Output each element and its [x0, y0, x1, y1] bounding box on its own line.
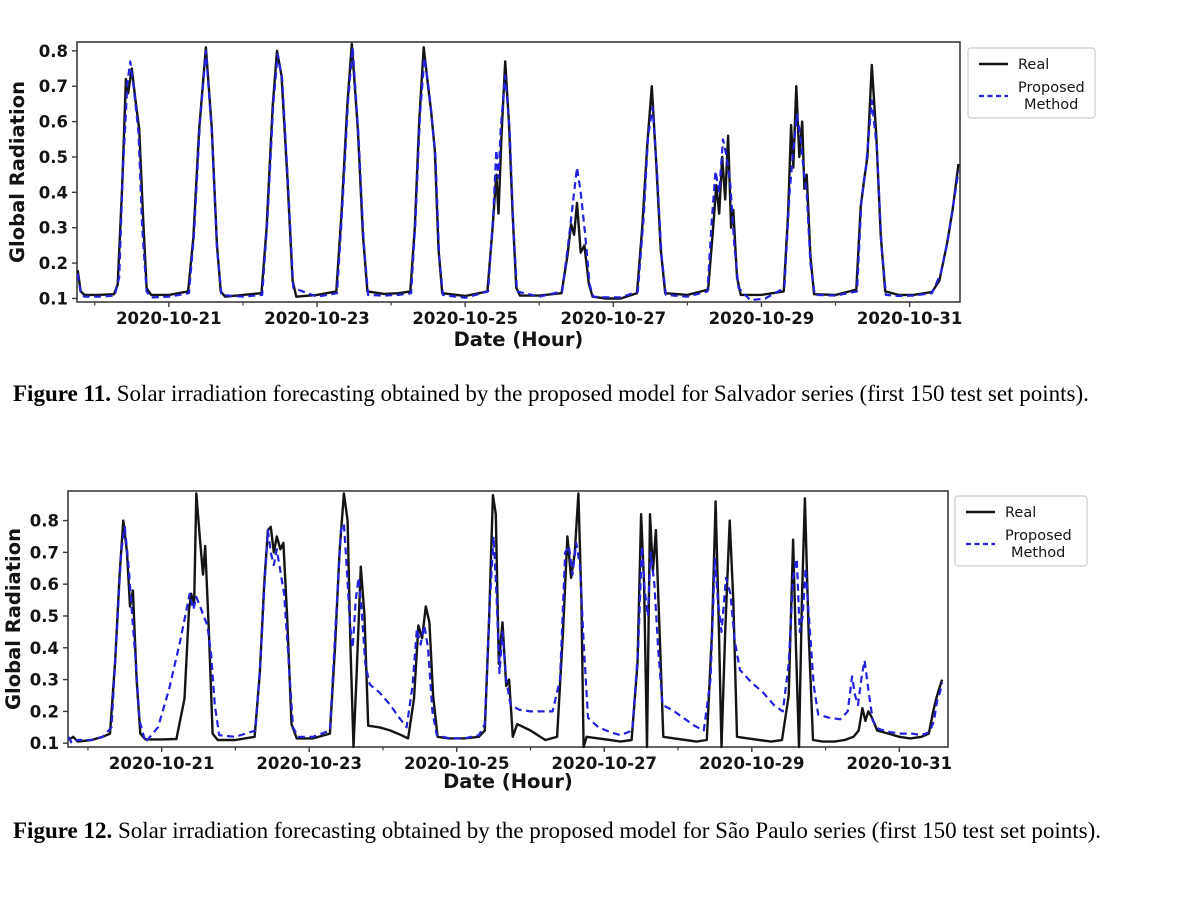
y-tick-label: 0.6: [39, 113, 68, 132]
legend-real-label: Real: [1018, 57, 1049, 73]
series-proposed-method-line: [67, 522, 944, 745]
series-real-line: [76, 42, 960, 300]
y-axis: 0.1 0.2 0.3 0.4 0.5 0.6 0.7 0.8: [39, 42, 77, 308]
x-tick-label: 2020-10-27: [551, 754, 657, 773]
y-tick-label: 0.2: [39, 254, 68, 273]
legend-real-label: Real: [1005, 505, 1036, 521]
figure-12-caption-label: Figure 12.: [13, 818, 113, 843]
plot-frame: [67, 490, 949, 748]
y-tick-label: 0.8: [30, 512, 59, 531]
figure-12-svg: 0.1 0.2 0.3 0.4 0.5 0.6 0.7 0.8 Global Radiation…: [2, 490, 1088, 793]
figure-12-caption-text: Solar irradiation forecasting obtained b…: [117, 818, 1102, 843]
x-tick-label: 2020-10-23: [256, 754, 362, 773]
legend-proposed-label-line1: Proposed: [1018, 80, 1085, 96]
series-real-line: [68, 492, 944, 749]
legend-proposed-label-line2: Method: [1024, 97, 1078, 113]
x-tick-label: 2020-10-31: [857, 309, 963, 328]
x-tick-label: 2020-10-23: [264, 309, 370, 328]
x-tick-label: 2020-10-21: [116, 309, 222, 328]
y-tick-label: 0.3: [39, 219, 68, 238]
y-tick-label: 0.7: [30, 543, 59, 562]
legend-proposed-label-line2: Method: [1011, 545, 1065, 561]
y-tick-label: 0.1: [39, 289, 68, 308]
legend-box: [954, 495, 1088, 567]
plot-frame: [76, 41, 961, 303]
y-axis-label: Global Radiation: [2, 528, 25, 710]
x-tick-label: 2020-10-25: [404, 754, 510, 773]
x-axis-label: Date (Hour): [443, 770, 573, 793]
legend-box: [967, 47, 1096, 119]
y-tick-label: 0.3: [30, 671, 59, 690]
y-tick-label: 0.7: [39, 77, 68, 96]
y-tick-label: 0.6: [30, 575, 59, 594]
figure-11-svg: 0.1 0.2 0.3 0.4 0.5 0.6 0.7 0.8 Global Radiation…: [6, 41, 1096, 351]
x-tick-label: 2020-10-21: [109, 754, 215, 773]
y-tick-label: 0.4: [30, 639, 59, 658]
x-tick-label: 2020-10-29: [709, 309, 815, 328]
y-axis-label: Global Radiation: [6, 81, 29, 263]
legend-proposed-label-line1: Proposed: [1005, 528, 1072, 544]
figure-12-caption: Figure 12. Solar irradiation forecasting…: [13, 813, 1175, 849]
x-axis: 2020-10-21 2020-10-23 2020-10-25 2020-10-27…: [87, 747, 953, 773]
x-tick-label: 2020-10-31: [847, 754, 953, 773]
y-tick-label: 0.5: [39, 148, 68, 167]
x-tick-label: 2020-10-29: [699, 754, 805, 773]
figure-11-plot: 0.1 0.2 0.3 0.4 0.5 0.6 0.7 0.8 Global Radiation…: [0, 0, 1200, 364]
y-axis: 0.1 0.2 0.3 0.4 0.5 0.6 0.7 0.8: [30, 512, 68, 753]
figure-11-caption: Figure 11. Solar irradiation forecasting…: [13, 376, 1175, 412]
figure-11-caption-text: Solar irradiation forecasting obtained b…: [116, 381, 1089, 406]
x-tick-label: 2020-10-27: [561, 309, 667, 328]
x-tick-label: 2020-10-25: [412, 309, 518, 328]
y-tick-label: 0.8: [39, 42, 68, 61]
y-tick-label: 0.1: [30, 734, 59, 753]
series-proposed-method-line: [76, 46, 960, 302]
x-axis-label: Date (Hour): [454, 328, 584, 351]
y-tick-label: 0.2: [30, 702, 59, 721]
figure-11-caption-label: Figure 11.: [13, 381, 111, 406]
x-axis: 2020-10-21 2020-10-23 2020-10-25 2020-10-27…: [94, 302, 963, 328]
figure-12-plot: 0.1 0.2 0.3 0.4 0.5 0.6 0.7 0.8 Global Radiation…: [0, 462, 1200, 806]
y-tick-label: 0.4: [39, 183, 68, 202]
y-tick-label: 0.5: [30, 607, 59, 626]
